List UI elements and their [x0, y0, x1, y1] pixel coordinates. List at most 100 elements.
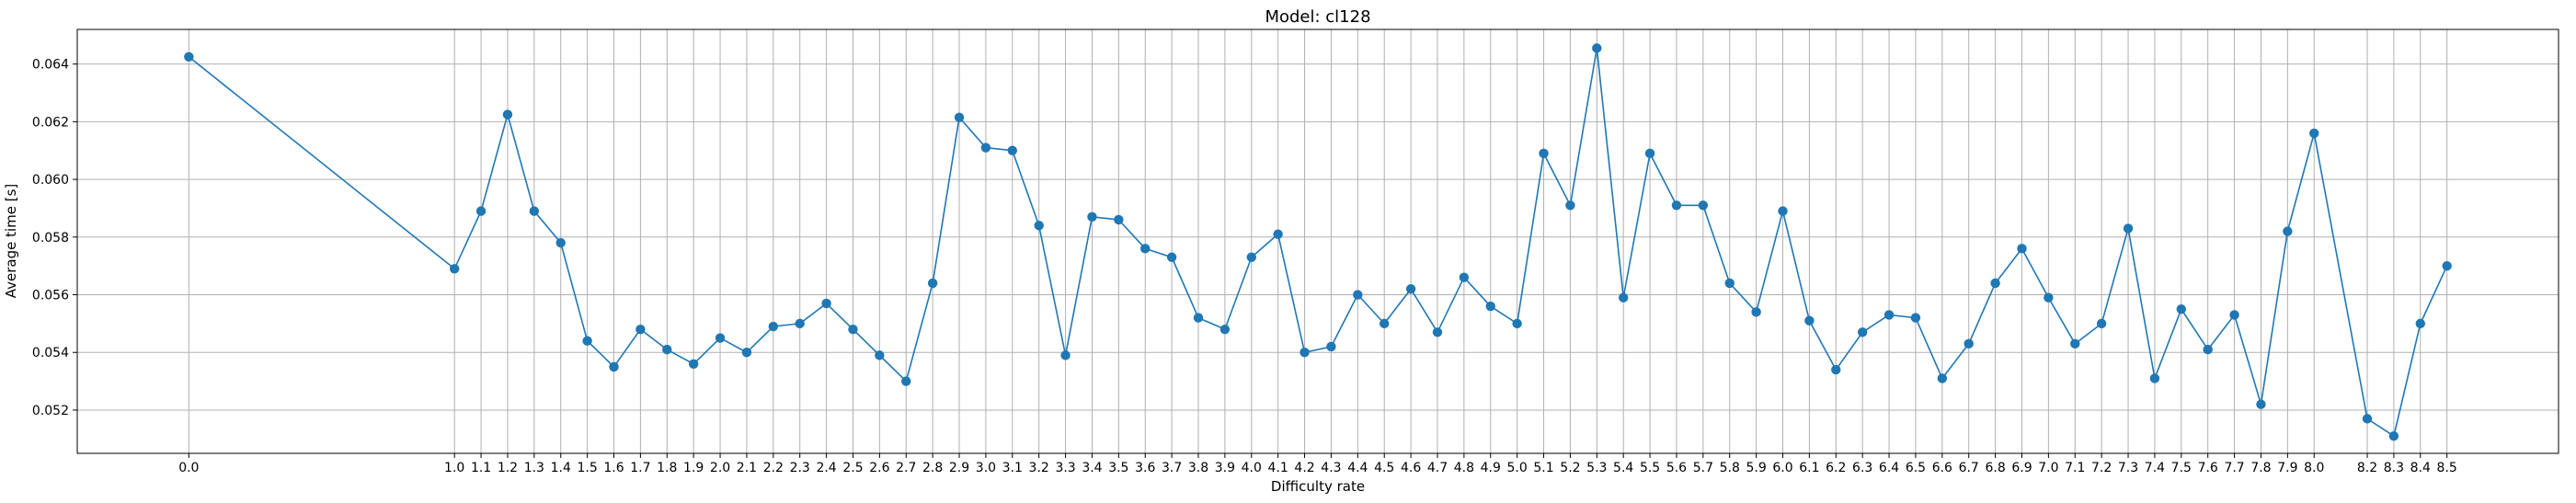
y-tick-label: 0.054 — [32, 346, 69, 360]
data-point — [1326, 341, 1336, 352]
series-line-layer — [188, 47, 2448, 437]
x-tick-label: 2.3 — [790, 461, 810, 475]
x-tick-label: 8.2 — [2357, 461, 2377, 475]
data-point — [635, 324, 646, 335]
x-tick-label: 7.7 — [2224, 461, 2244, 475]
data-point — [449, 264, 460, 274]
x-tick-label: 6.2 — [1826, 461, 1846, 475]
data-point — [1246, 252, 1256, 262]
data-point — [2309, 128, 2319, 139]
x-tick-label: 4.6 — [1401, 461, 1421, 475]
data-point — [1671, 200, 1682, 211]
data-point — [184, 51, 194, 62]
data-point — [2176, 303, 2187, 314]
x-tick-label: 8.0 — [2304, 461, 2324, 475]
data-point — [688, 359, 699, 369]
chart-title: Model: cl128 — [1265, 7, 1370, 27]
x-tick-label: 4.7 — [1427, 461, 1448, 475]
x-tick-label: 4.4 — [1347, 461, 1368, 475]
y-tick-label: 0.058 — [32, 231, 69, 246]
x-tick-label: 7.1 — [2065, 461, 2085, 475]
x-tick-label: 3.6 — [1135, 461, 1155, 475]
data-point — [2149, 373, 2160, 383]
data-point — [1007, 145, 1018, 155]
x-axis-label: Difficulty rate — [1271, 478, 1365, 495]
x-tick-label: 4.3 — [1321, 461, 1341, 475]
data-point — [2388, 430, 2399, 441]
y-axis-label: Average time [s] — [3, 184, 19, 299]
data-point — [927, 278, 938, 289]
x-tick-label: 5.3 — [1586, 461, 1607, 475]
data-point — [475, 206, 487, 216]
data-point — [1034, 221, 1044, 231]
data-point — [1804, 315, 1815, 326]
x-tick-label: 5.7 — [1693, 461, 1713, 475]
data-point — [609, 361, 619, 372]
x-tick-label: 5.6 — [1666, 461, 1687, 475]
data-point — [1618, 292, 1629, 303]
data-point — [2017, 244, 2027, 254]
x-tick-label: 7.9 — [2277, 461, 2297, 475]
data-point — [821, 298, 831, 309]
x-tick-label: 8.4 — [2410, 461, 2431, 475]
x-tick-label: 1.3 — [524, 461, 544, 475]
data-point — [1459, 272, 1470, 282]
data-point — [1485, 301, 1495, 312]
x-tick-label: 5.4 — [1613, 461, 1633, 475]
data-point — [954, 112, 965, 122]
x-tick-label: 2.7 — [896, 461, 916, 475]
data-point — [980, 143, 991, 153]
data-point — [1273, 229, 1283, 239]
data-point — [1166, 252, 1177, 262]
x-tick-label: 2.2 — [763, 461, 784, 475]
x-tick-label: 5.5 — [1640, 461, 1660, 475]
data-point — [529, 206, 540, 216]
y-tick-label: 0.052 — [32, 404, 69, 418]
data-point — [795, 318, 805, 329]
x-tick-label: 3.1 — [1002, 461, 1023, 475]
data-point — [715, 333, 726, 343]
data-point — [1592, 43, 1602, 53]
x-tick-label: 2.8 — [922, 461, 943, 475]
data-point — [1380, 318, 1390, 329]
x-tick-label: 6.4 — [1879, 461, 1899, 475]
x-tick-label: 1.4 — [551, 461, 571, 475]
x-tick-label: 8.3 — [2384, 461, 2404, 475]
data-point — [2096, 318, 2107, 329]
data-point — [2203, 344, 2213, 355]
data-point — [1883, 310, 1895, 320]
data-point — [555, 237, 566, 248]
x-tick-label: 1.2 — [498, 461, 518, 475]
data-point — [1644, 148, 1655, 159]
grid — [77, 29, 2559, 453]
x-tick-label: 7.4 — [2145, 461, 2165, 475]
data-point — [2256, 399, 2266, 409]
data-point — [1857, 327, 1868, 337]
x-tick-label: 7.5 — [2171, 461, 2192, 475]
data-point — [768, 321, 779, 332]
x-tick-label: 2.9 — [949, 461, 969, 475]
x-tick-label: 6.0 — [1772, 461, 1792, 475]
data-point — [1353, 290, 1363, 300]
data-point — [1114, 214, 1124, 225]
data-point — [741, 348, 752, 358]
data-point — [1299, 348, 1310, 358]
x-tick-label: 7.3 — [2118, 461, 2138, 475]
data-point — [1910, 313, 1921, 323]
x-tick-label: 6.1 — [1799, 461, 1819, 475]
x-tick-label: 0.0 — [178, 461, 199, 475]
data-point — [2123, 223, 2134, 234]
x-tick-label: 1.1 — [471, 461, 491, 475]
data-point — [1405, 284, 1416, 294]
x-tick-label: 3.9 — [1215, 461, 1235, 475]
data-point — [1990, 278, 2000, 289]
x-tick-label: 5.1 — [1533, 461, 1553, 475]
data-point — [1432, 327, 1443, 337]
x-tick-label: 6.9 — [2011, 461, 2032, 475]
x-tick-label: 3.4 — [1082, 461, 1102, 475]
x-tick-label: 4.8 — [1454, 461, 1474, 475]
x-tick-label: 6.5 — [1906, 461, 1926, 475]
x-tick-label: 2.5 — [842, 461, 863, 475]
